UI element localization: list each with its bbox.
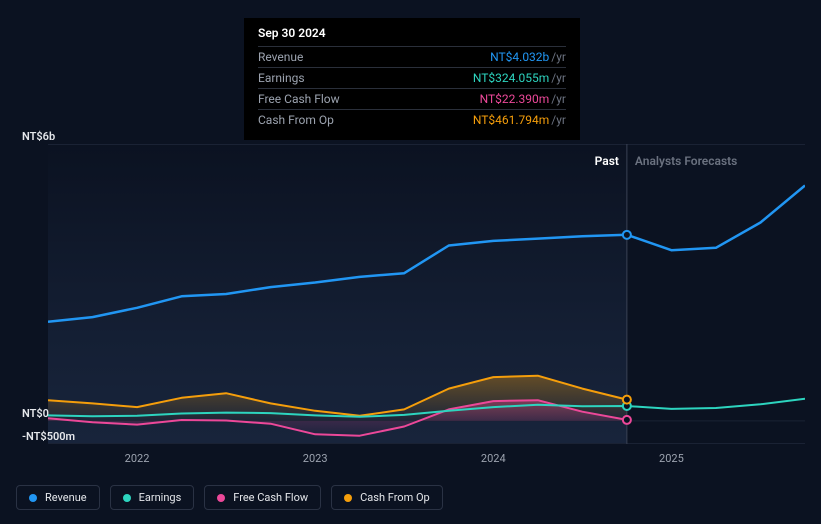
chart-legend: Revenue Earnings Free Cash Flow Cash Fro… [16,485,443,510]
chart-plot-area[interactable]: Past Analysts Forecasts [48,144,805,444]
legend-dot [123,494,131,502]
tooltip-label: Earnings [258,71,305,85]
legend-item-revenue[interactable]: Revenue [16,485,100,510]
tooltip-row-cfo: Cash From Op NT$461.794m/yr [258,109,566,130]
tooltip-value: NT$4.032b/yr [490,50,566,64]
y-tick-label: NT$6b [22,130,55,143]
tooltip-value: NT$461.794m/yr [473,113,566,127]
legend-item-cfo[interactable]: Cash From Op [331,485,443,510]
y-tick-label: -NT$500m [22,430,75,443]
chart-tooltip: Sep 30 2024 Revenue NT$4.032b/yr Earning… [244,18,580,140]
tooltip-label: Revenue [258,50,303,64]
tooltip-label: Cash From Op [258,113,334,127]
tooltip-label: Free Cash Flow [258,92,340,106]
legend-label: Earnings [139,491,182,504]
x-tick-label: 2024 [481,452,506,465]
x-axis: 2022 2023 2024 2025 [48,452,805,470]
region-label-past: Past [595,154,619,168]
legend-dot [344,494,352,502]
x-tick-label: 2025 [659,452,684,465]
tooltip-value: NT$22.390m/yr [480,92,566,106]
tooltip-value: NT$324.055m/yr [473,71,566,85]
legend-label: Revenue [45,491,87,504]
tooltip-row-fcf: Free Cash Flow NT$22.390m/yr [258,88,566,109]
region-label-forecast: Analysts Forecasts [635,154,737,168]
financials-chart[interactable]: PastAnalysts Forecasts 2022202320242025 … [16,122,805,482]
tooltip-date: Sep 30 2024 [258,26,566,46]
tooltip-row-earnings: Earnings NT$324.055m/yr [258,67,566,88]
chart-svg [48,144,805,444]
legend-label: Cash From Op [360,491,430,504]
x-tick-label: 2023 [303,452,328,465]
legend-item-earnings[interactable]: Earnings [110,485,195,510]
y-tick-label: NT$0 [22,407,49,420]
legend-dot [29,494,37,502]
legend-dot [217,494,225,502]
legend-label: Free Cash Flow [233,491,308,504]
legend-item-fcf[interactable]: Free Cash Flow [204,485,321,510]
x-tick-label: 2022 [125,452,150,465]
tooltip-row-revenue: Revenue NT$4.032b/yr [258,46,566,67]
